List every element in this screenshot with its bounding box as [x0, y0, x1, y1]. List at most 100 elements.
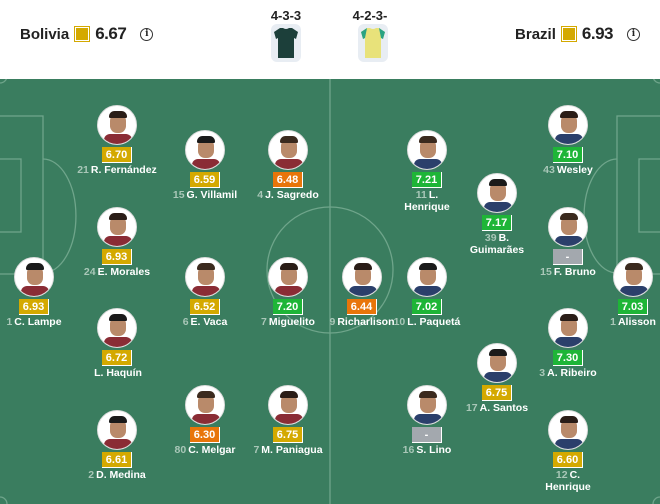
player-name: R. Fernández [90, 164, 157, 176]
player-rating-badge: - [412, 427, 442, 443]
player-number: 1 [610, 316, 616, 328]
player-rating-badge: 6.72 [102, 350, 132, 366]
player-name-label: 24 E. Morales [72, 266, 162, 278]
player-card[interactable]: 6.70 21 R. Fernández [72, 105, 162, 176]
player-card[interactable]: 6.93 1 C. Lampe [0, 257, 79, 328]
home-kit[interactable] [271, 24, 301, 62]
player-name-label: 7 M. Paniagua [243, 444, 333, 456]
player-name: C. Lampe [14, 316, 62, 328]
player-name-label: 11 L. Henrique [392, 189, 462, 213]
pitch: 6.70 21 R. Fernández 6.59 15 G. Villamil 6… [0, 79, 660, 504]
player-card[interactable]: 6.75 17 A. Santos [452, 343, 542, 414]
away-team-name: Brazil [515, 25, 556, 43]
player-number: 21 [77, 164, 89, 176]
player-photo [14, 257, 54, 297]
player-number: 24 [83, 266, 96, 278]
player-card[interactable]: 6.61 2 D. Medina [72, 410, 162, 481]
info-icon[interactable]: i [627, 27, 640, 41]
player-name: G. Villamil [186, 189, 238, 201]
home-team: Bolivia 6.67 i [20, 24, 154, 44]
player-name-label: 4 J. Sagredo [243, 189, 333, 201]
player-name-label: 1 Alisson [588, 316, 660, 328]
player-name-label: 9 Richarlison [317, 316, 407, 328]
player-card[interactable]: 6.60 12 C. Henrique [533, 410, 603, 493]
player-name: L. Haquín [94, 367, 142, 379]
player-card[interactable]: 7.30 3 A. Ribeiro [523, 308, 613, 379]
player-rating-badge: 6.93 [102, 249, 132, 265]
player-card[interactable]: 7.17 39 B. Guimarães [462, 173, 532, 256]
player-name: S. Lino [416, 444, 452, 456]
player-rating-badge: 7.10 [553, 147, 583, 163]
player-card[interactable]: 6.75 7 M. Paniagua [243, 385, 333, 456]
player-name: E. Vaca [190, 316, 228, 328]
player-card[interactable]: - 16 S. Lino [382, 385, 472, 456]
player-number: 43 [543, 164, 555, 176]
player-photo [97, 105, 137, 145]
player-rating-badge: 6.60 [553, 452, 583, 468]
player-number: 9 [329, 316, 336, 328]
player-rating-badge: 6.93 [19, 299, 49, 315]
player-card[interactable]: 6.72 L. Haquín [72, 308, 162, 379]
player-card[interactable]: 7.02 10 L. Paquetá [382, 257, 472, 328]
player-name-label: 3 A. Ribeiro [523, 367, 613, 379]
player-rating-badge: - [553, 249, 583, 265]
player-number: 12 [555, 469, 568, 481]
home-formation: 4-3-3 [270, 8, 302, 23]
away-kit[interactable] [358, 24, 388, 62]
player-name-label: 2 D. Medina [72, 469, 162, 481]
away-team-rating: 6.93 [581, 24, 614, 43]
player-name: B. Guimarães [469, 232, 525, 256]
player-card[interactable]: - 15 F. Bruno [523, 207, 613, 278]
player-card[interactable]: 6.59 15 G. Villamil [160, 130, 250, 201]
player-name-label: 7 Miguelito [243, 316, 333, 328]
player-photo [407, 385, 447, 425]
player-rating-badge: 7.17 [482, 215, 512, 231]
player-photo [548, 308, 588, 348]
shirt-icon [361, 28, 385, 58]
player-rating-badge: 6.61 [102, 452, 132, 468]
player-card[interactable]: 6.93 24 E. Morales [72, 207, 162, 278]
player-name: L. Paquetá [407, 316, 461, 328]
player-photo [407, 257, 447, 297]
player-photo [185, 130, 225, 170]
player-name-label: 15 G. Villamil [160, 189, 250, 201]
player-photo [342, 257, 382, 297]
player-photo [97, 410, 137, 450]
player-number: 11 [415, 189, 427, 201]
player-card[interactable]: 7.21 11 L. Henrique [392, 130, 462, 213]
player-photo [407, 130, 447, 170]
player-rating-badge: 7.03 [618, 299, 648, 315]
info-icon[interactable]: i [140, 27, 154, 41]
player-number: 3 [539, 367, 546, 379]
player-photo [548, 410, 588, 450]
player-number: 39 [484, 232, 497, 244]
player-card[interactable]: 6.44 9 Richarlison [317, 257, 407, 328]
player-name: A. Santos [479, 402, 529, 414]
player-rating-badge: 6.75 [482, 385, 512, 401]
player-number: 15 [172, 189, 185, 201]
player-card[interactable]: 7.20 7 Miguelito [243, 257, 333, 328]
player-number: 6 [182, 316, 189, 328]
player-number: 7 [261, 316, 267, 328]
player-name-label: 39 B. Guimarães [462, 232, 532, 256]
player-number: 80 [174, 444, 187, 456]
rating-square-icon [560, 26, 577, 42]
player-rating-badge: 6.75 [273, 427, 303, 443]
player-card[interactable]: 7.03 1 Alisson [588, 257, 660, 328]
player-name-label: 6 E. Vaca [160, 316, 250, 328]
player-photo [548, 105, 588, 145]
player-card[interactable]: 6.48 4 J. Sagredo [243, 130, 333, 201]
player-name: J. Sagredo [265, 189, 319, 201]
player-name: M. Paniagua [261, 444, 323, 456]
player-name: L. Henrique [404, 189, 450, 213]
player-name-label: 10 L. Paquetá [382, 316, 472, 328]
player-card[interactable]: 7.10 43 Wesley [523, 105, 613, 176]
player-name-label: 17 A. Santos [452, 402, 542, 414]
home-team-name: Bolivia [20, 25, 70, 43]
player-photo [185, 257, 225, 297]
player-card[interactable]: 6.30 80 C. Melgar [160, 385, 250, 456]
player-card[interactable]: 6.52 6 E. Vaca [160, 257, 250, 328]
player-number: 2 [88, 469, 95, 481]
player-name: Alisson [617, 316, 656, 328]
player-rating-badge: 6.70 [102, 147, 132, 163]
